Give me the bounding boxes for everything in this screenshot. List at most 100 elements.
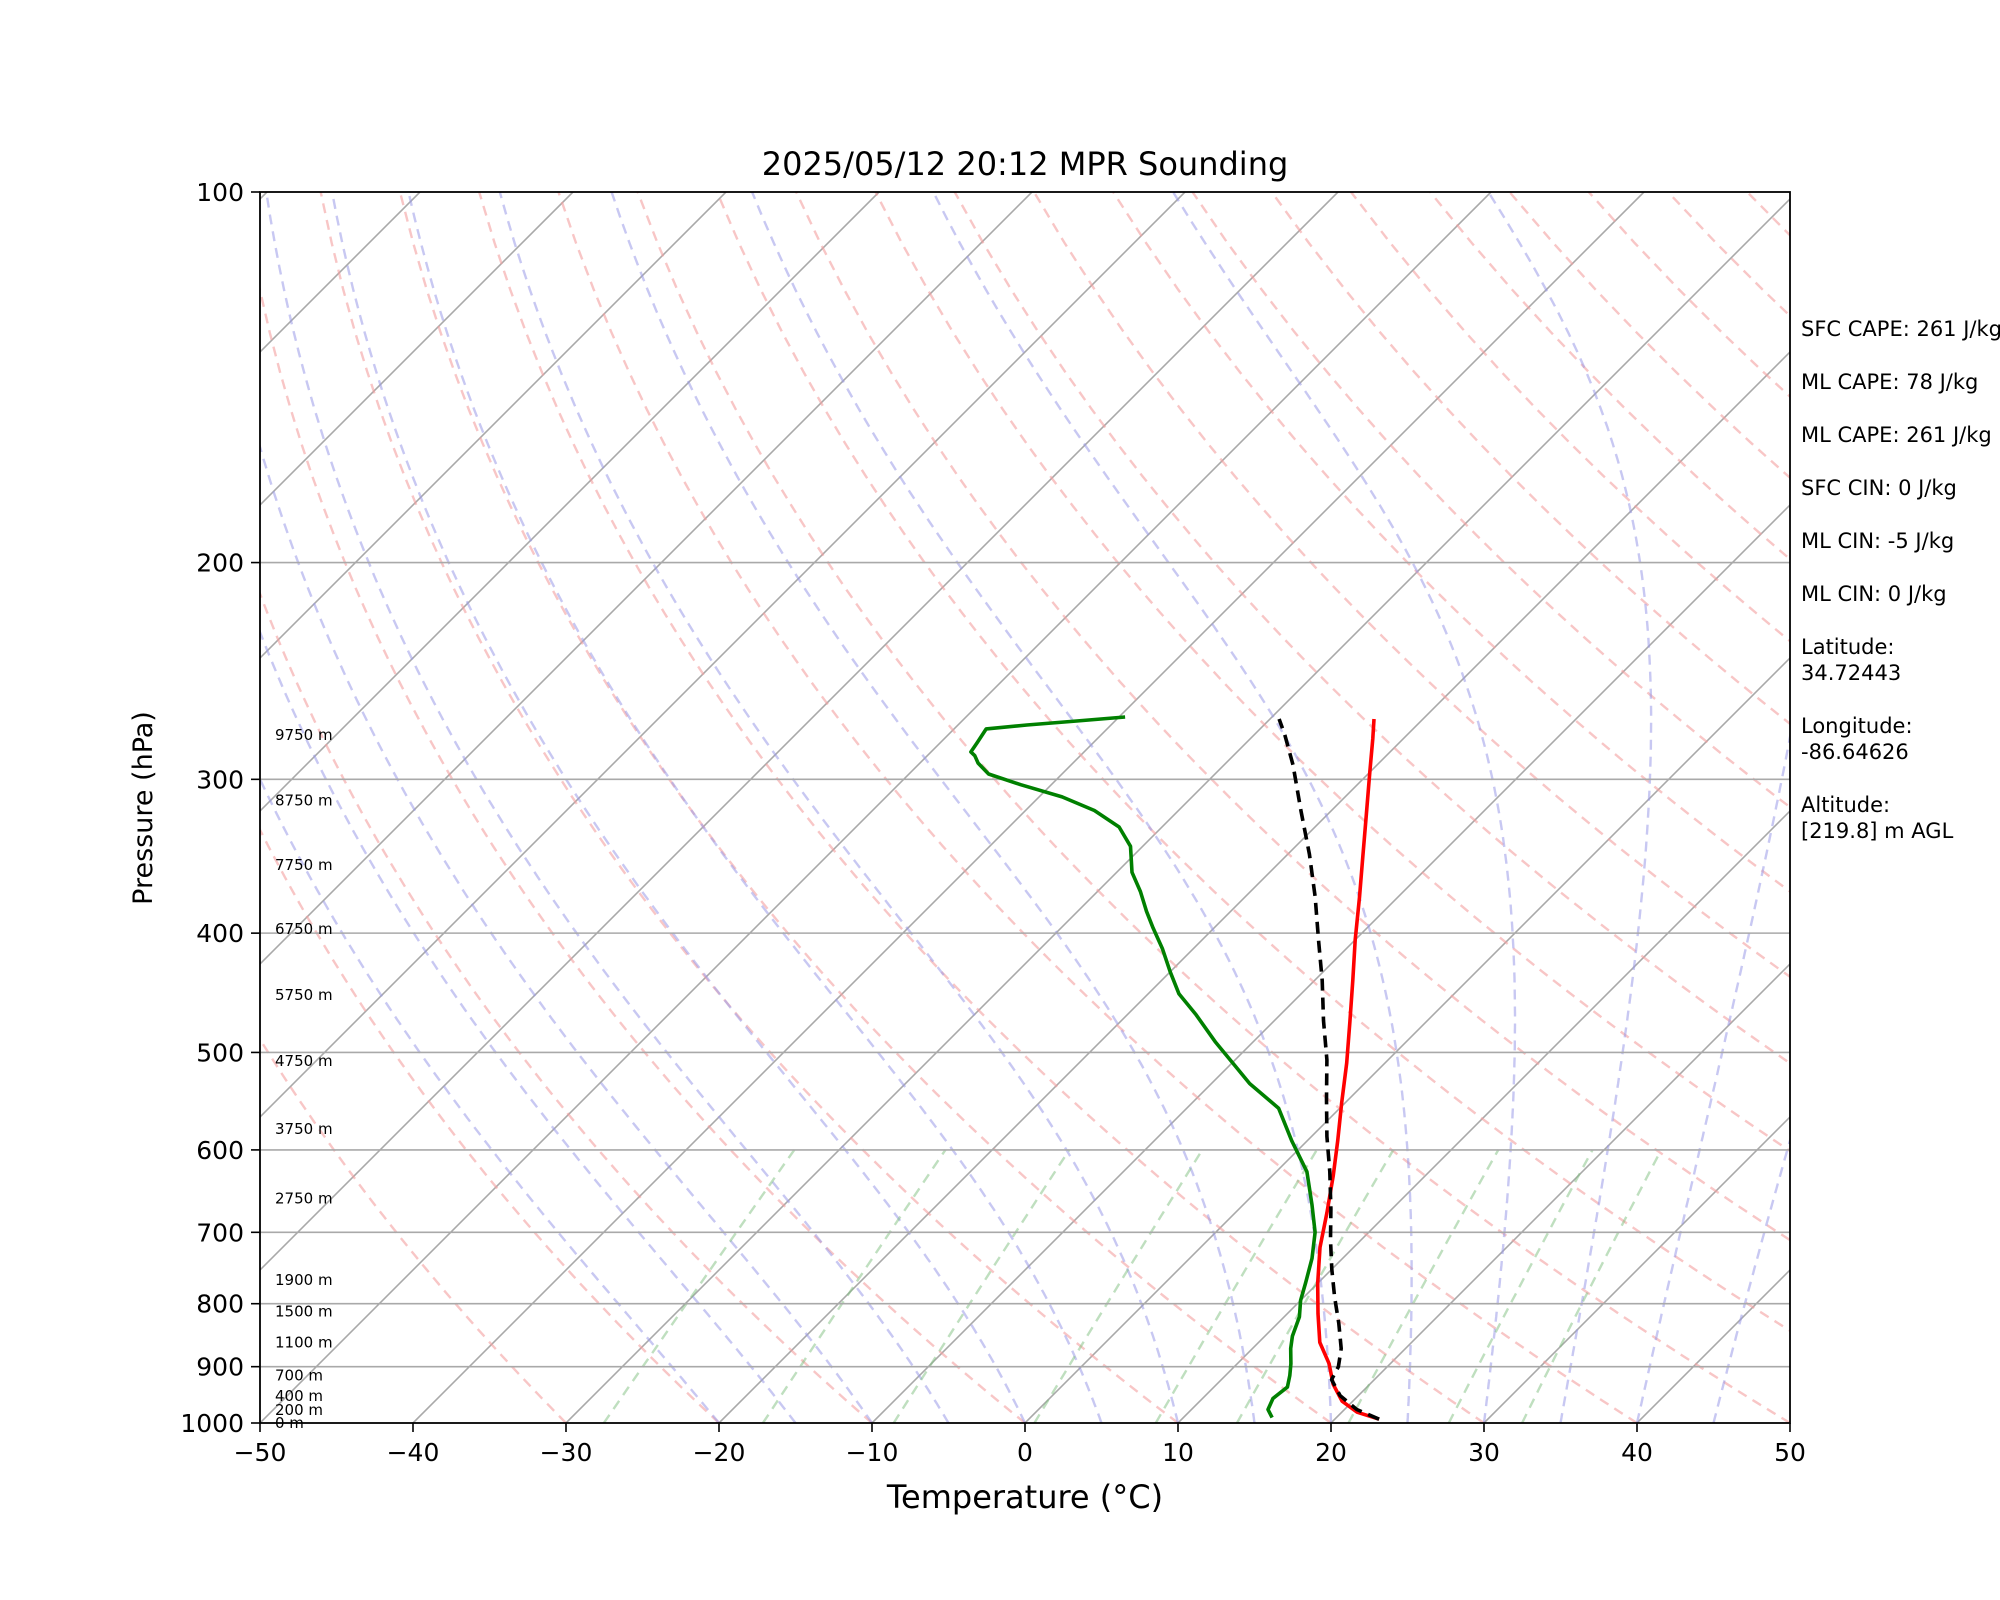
height-label: 400 m [275,1387,323,1405]
isotherm-line [1177,809,1790,1423]
x-tick-label: −30 [540,1438,593,1467]
info-text: 34.72443 [1801,661,1902,685]
info-text: ML CAPE: 261 J/kg [1801,423,1992,447]
y-tick-label: 100 [196,178,244,207]
dry-adiabat-line [478,192,1485,1423]
dry-adiabat-line [874,192,1790,1153]
info-entry: Longitude: -86.64626 [1801,713,2000,765]
height-label: 2750 m [275,1189,333,1207]
y-tick-label: 1000 [180,1409,244,1438]
moist-adiabat-line [610,192,1256,1423]
isotherm-line [412,192,1645,1423]
height-label: 5750 m [275,986,333,1004]
info-text: Longitude: [1801,714,1913,738]
mixing-ratio-line [1235,1149,1395,1423]
info-entry: ML CIN: -5 J/kg [1801,528,2000,554]
height-label: 0 m [275,1414,304,1432]
x-tick-label: 40 [1621,1438,1653,1467]
info-entry: ML CIN: 0 J/kg [1801,581,2000,607]
dry-adiabat-line [636,192,1790,1423]
height-label: 200 m [275,1401,323,1419]
height-label: 7750 m [275,856,333,874]
x-tick-label: −40 [387,1438,440,1467]
info-entry: SFC CAPE: 261 J/kg [1801,316,2000,342]
dry-adiabat-line [260,1037,567,1423]
chart-title: 2025/05/12 20:12 MPR Sounding [762,145,1289,183]
isotherm-line [260,192,574,507]
info-text: ML CIN: 0 J/kg [1801,582,1947,606]
y-axis-ticks: 100 200 300 400 500 600 700 800 900 1000 [180,178,260,1438]
isotherm-line [260,192,880,813]
mixing-ratio-line [1521,1149,1663,1423]
guide-lines [0,192,1790,1423]
moist-adiabat-line [1712,1135,1790,1423]
isotherm-line [260,192,727,660]
dry-adiabat-line [557,192,1638,1423]
y-tick-label: 400 [196,919,244,948]
height-label: 1900 m [275,1271,333,1289]
dry-adiabat-line [398,192,1332,1423]
isotherm-line [565,197,1790,1423]
isotherm-line [1330,962,1790,1423]
isotherm-line [718,350,1790,1423]
sounding-info-panel: SFC CAPE: 261 J/kg ML CAPE: 78 J/kg ML CAP… [1801,316,2000,871]
x-tick-label: 50 [1774,1438,1806,1467]
height-labels: 9750 m 8750 m 7750 m 6750 m 5750 m 4750 m 3750… [275,726,333,1432]
x-tick-label: 10 [1162,1438,1194,1467]
isobar-gridlines [260,561,1790,1368]
moist-adiabat-line [260,442,873,1423]
isotherm-line [1483,1115,1790,1423]
dry-adiabat-line [795,192,1790,1242]
info-text: [219.8] m AGL [1801,819,1954,843]
moist-adiabat-line [407,192,1103,1423]
height-label: 9750 m [275,726,333,744]
mixing-ratio-line [761,1149,947,1423]
mixing-ratio-line [1154,1149,1318,1423]
moist-adiabat-line [265,192,950,1423]
x-tick-label: 0 [1017,1438,1033,1467]
y-tick-label: 500 [196,1038,244,1067]
x-axis-label: Temperature (°C) [886,1478,1163,1516]
mixing-ratio-line [1033,1149,1204,1423]
x-tick-label: −10 [846,1438,899,1467]
y-tick-label: 600 [196,1136,244,1165]
y-tick-label: 800 [196,1290,244,1319]
info-entry: Latitude: 34.72443 [1801,634,2000,686]
info-text: Latitude: [1801,635,1895,659]
profile-series [969,715,1380,1421]
y-tick-label: 300 [196,765,244,794]
info-text: SFC CAPE: 261 J/kg [1801,317,2000,341]
height-label: 6750 m [275,920,333,938]
info-entry: SFC CIN: 0 J/kg [1801,475,2000,501]
height-label: 1100 m [275,1333,333,1351]
dry-adiabat-line [953,192,1790,1065]
y-tick-label: 700 [196,1218,244,1247]
dry-adiabat-line [715,192,1790,1333]
isotherm-line [260,192,1492,1423]
info-text: ML CAPE: 78 J/kg [1801,370,1979,394]
mixing-ratio-line [602,1149,796,1423]
info-entry: ML CAPE: 261 J/kg [1801,422,2000,448]
moist-adiabat-line [932,192,1413,1423]
info-entry: ML CAPE: 78 J/kg [1801,369,2000,395]
dry-adiabat-line [319,192,1179,1423]
isotherm-line [260,192,1186,1119]
isotherm-line [1024,656,1790,1423]
moist-adiabat-line [1487,192,1653,1423]
y-tick-label: 200 [196,549,244,578]
height-label: 1500 m [275,1303,333,1321]
info-text: ML CIN: -5 J/kg [1801,529,1955,553]
moist-adiabat-line [330,192,1027,1423]
isotherm-line [260,192,1339,1272]
height-label: 3750 m [275,1120,333,1138]
info-text: -86.64626 [1801,740,1909,764]
dry-adiabat-line [260,590,873,1423]
height-label: 700 m [275,1367,323,1385]
dry-adiabat-line [260,284,1026,1423]
moist-adiabat-line [1172,192,1517,1423]
profile-line-2 [1277,718,1380,1421]
profile-line-1 [969,715,1317,1419]
dry-adiabat-line [1191,192,1790,809]
isotherm-line [0,192,114,1423]
